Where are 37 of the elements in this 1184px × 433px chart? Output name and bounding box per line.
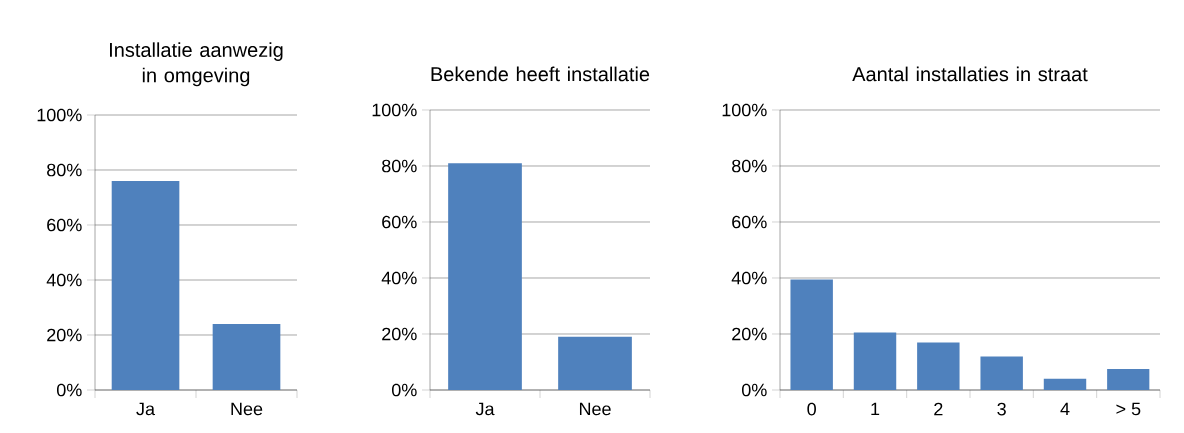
x-tick-label: > 5 bbox=[1116, 402, 1141, 416]
y-tick-label: 40% bbox=[46, 273, 82, 287]
bar bbox=[917, 342, 960, 390]
y-tick-label: 0% bbox=[56, 383, 82, 397]
x-tick-label: Ja bbox=[136, 402, 156, 416]
y-tick-label: 60% bbox=[732, 215, 767, 229]
y-tick-label: 20% bbox=[47, 328, 82, 342]
bar bbox=[980, 356, 1023, 390]
bar bbox=[1043, 378, 1087, 390]
y-tick-label: 80% bbox=[47, 163, 82, 177]
y-tick-label: 100% bbox=[372, 103, 417, 117]
y-tick-label: 60% bbox=[382, 215, 417, 229]
y-tick-label: 80% bbox=[382, 159, 417, 173]
chart-title: Installatie aanwezig in omgeving bbox=[110, 42, 283, 87]
x-tick-label: 0 bbox=[807, 402, 816, 416]
x-tick-label: Ja bbox=[475, 402, 495, 416]
chart-title: Bekende heeft installatie bbox=[431, 66, 650, 82]
y-tick-label: 20% bbox=[732, 327, 767, 341]
y-tick-label: 0% bbox=[741, 383, 767, 397]
x-tick-label: Nee bbox=[579, 402, 611, 416]
chart-title: Aantal installaties in straat bbox=[852, 66, 1088, 82]
bar bbox=[1107, 369, 1150, 390]
y-tick-label: 0% bbox=[391, 383, 417, 397]
y-tick-label: 40% bbox=[381, 271, 417, 285]
y-tick-label: 40% bbox=[731, 271, 767, 285]
x-tick-label: 3 bbox=[997, 402, 1006, 416]
y-tick-label: 20% bbox=[382, 327, 417, 341]
bar bbox=[853, 332, 897, 390]
x-tick-label: 1 bbox=[871, 402, 880, 416]
y-tick-label: 60% bbox=[47, 218, 82, 232]
y-tick-label: 80% bbox=[732, 159, 767, 173]
x-tick-label: Nee bbox=[231, 402, 263, 416]
x-tick-label: 4 bbox=[1060, 402, 1070, 416]
bar bbox=[790, 279, 833, 390]
y-tick-label: 100% bbox=[722, 103, 767, 117]
x-tick-label: 2 bbox=[934, 402, 943, 416]
y-tick-label: 100% bbox=[37, 108, 82, 122]
